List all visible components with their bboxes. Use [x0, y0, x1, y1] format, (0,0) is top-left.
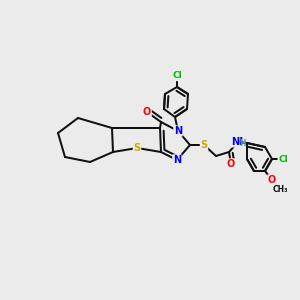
Text: O: O	[143, 107, 151, 117]
Text: N: N	[234, 137, 242, 147]
Text: O: O	[227, 159, 235, 169]
Text: Cl: Cl	[278, 154, 288, 164]
Text: N: N	[173, 155, 181, 165]
Text: N: N	[174, 126, 182, 136]
Text: H: H	[240, 139, 246, 148]
Text: CH₃: CH₃	[272, 185, 288, 194]
Text: O: O	[268, 175, 276, 185]
Text: N: N	[231, 137, 239, 147]
Text: S: S	[134, 143, 141, 153]
Text: S: S	[200, 140, 208, 150]
Text: Cl: Cl	[172, 71, 182, 80]
Text: H: H	[235, 137, 242, 146]
